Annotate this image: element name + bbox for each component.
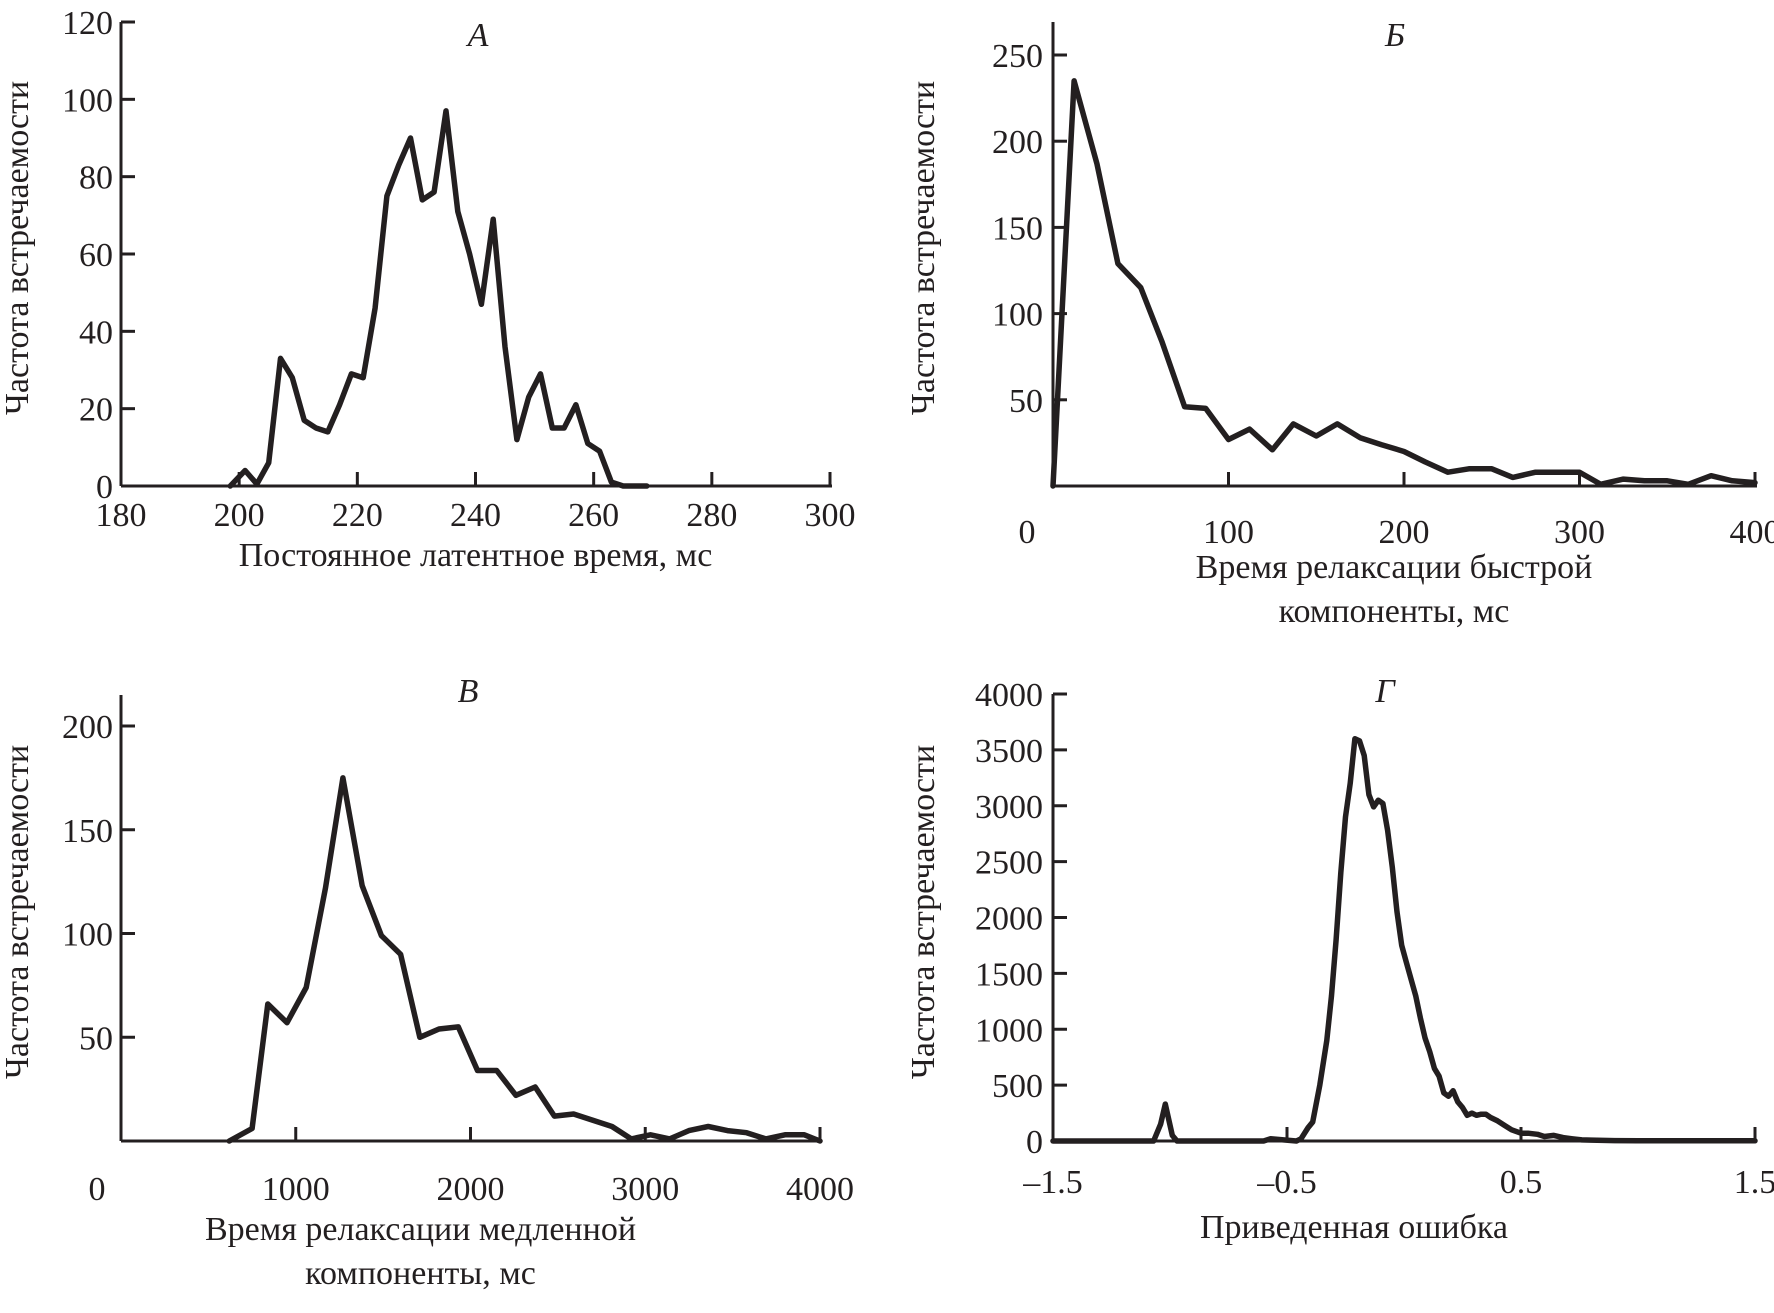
y-tick-label: 80 <box>79 160 113 197</box>
y-axis-title: Частота встречаемости <box>905 745 942 1079</box>
y-tick-label: 1000 <box>975 1012 1043 1049</box>
x-tick-label: –1.5 <box>1022 1164 1083 1201</box>
y-tick-label: 0 <box>96 469 113 506</box>
y-tick-label: 20 <box>79 392 113 429</box>
series-line-B <box>1050 78 1758 489</box>
panel-title: В <box>458 673 479 710</box>
x-axis-title: Время релаксации быстрой <box>1196 549 1593 586</box>
x-tick-label: –0.5 <box>1256 1164 1317 1201</box>
y-tick-label: 2000 <box>975 901 1043 938</box>
panel-title: А <box>466 17 489 54</box>
x-tick-label: 4000 <box>786 1171 854 1208</box>
x-tick-label: 300 <box>1554 514 1605 551</box>
y-tick-label: 50 <box>1009 383 1043 420</box>
panel-title: Г <box>1374 673 1396 710</box>
x-tick-label: 280 <box>686 497 737 534</box>
y-tick-label: 0 <box>1026 1124 1043 1161</box>
x-tick-label: 0 <box>89 1171 106 1208</box>
panel-g: 0 500 1000 1500 2000 2500 3000 3500 4000 –1.5 –0.5… <box>905 673 1774 1246</box>
y-tick-label: 200 <box>992 124 1043 161</box>
x-axis-title: Приведенная ошибка <box>1200 1209 1508 1246</box>
series-line-G <box>1050 735 1758 1144</box>
y-tick-label: 40 <box>79 314 113 351</box>
y-tick-label: 500 <box>992 1068 1043 1105</box>
y-tick-label: 100 <box>62 82 113 119</box>
x-axis-title: Время релаксации медленной <box>205 1211 636 1248</box>
x-tick-label: 200 <box>1379 514 1430 551</box>
y-tick-label: 60 <box>79 237 113 274</box>
y-tick-label: 2500 <box>975 845 1043 882</box>
x-tick-label: 220 <box>332 497 383 534</box>
x-tick-label: 260 <box>568 497 619 534</box>
y-axis-title: Частота встречаемости <box>0 81 36 415</box>
x-axis-title: компоненты, мс <box>1279 593 1510 630</box>
x-tick-label: 3000 <box>611 1171 679 1208</box>
y-tick-label: 50 <box>79 1020 113 1057</box>
x-tick-label: 200 <box>214 497 265 534</box>
x-tick-label: 300 <box>805 497 856 534</box>
x-tick-label: 180 <box>96 497 147 534</box>
series-line-V <box>226 775 823 1144</box>
x-tick-label: 240 <box>450 497 501 534</box>
x-tick-label: 1.5 <box>1734 1164 1774 1201</box>
x-tick-label: 100 <box>1203 514 1254 551</box>
x-tick-label: 0.5 <box>1500 1164 1543 1201</box>
y-tick-label: 200 <box>62 709 113 746</box>
y-tick-label: 1500 <box>975 956 1043 993</box>
y-axis-title: Частота встречаемости <box>0 745 36 1079</box>
x-tick-label: 0 <box>1019 514 1036 551</box>
series-line-A <box>227 108 650 489</box>
x-tick-label: 2000 <box>437 1171 505 1208</box>
y-tick-label: 150 <box>992 210 1043 247</box>
y-tick-label: 100 <box>62 917 113 954</box>
x-axis-title: Постоянное латентное время, мс <box>239 537 713 574</box>
x-tick-label: 400 <box>1730 514 1774 551</box>
x-tick-label: 1000 <box>262 1171 330 1208</box>
y-tick-label: 250 <box>992 38 1043 75</box>
panel-b: 50 100 150 200 250 0 100 200 300 400 Б Частота встр… <box>905 17 1774 630</box>
y-axis-title: Частота встречаемости <box>905 81 942 415</box>
panel-title: Б <box>1384 17 1405 54</box>
y-tick-label: 4000 <box>975 677 1043 714</box>
x-axis-title: компоненты, мс <box>305 1255 536 1292</box>
panel-a: 0 20 40 60 80 100 120 180 200 220 240 260 280 300 А Час… <box>0 5 856 574</box>
y-tick-label: 120 <box>62 5 113 42</box>
y-tick-label: 3500 <box>975 733 1043 770</box>
y-tick-label: 150 <box>62 813 113 850</box>
y-tick-label: 3000 <box>975 789 1043 826</box>
y-tick-label: 100 <box>992 297 1043 334</box>
